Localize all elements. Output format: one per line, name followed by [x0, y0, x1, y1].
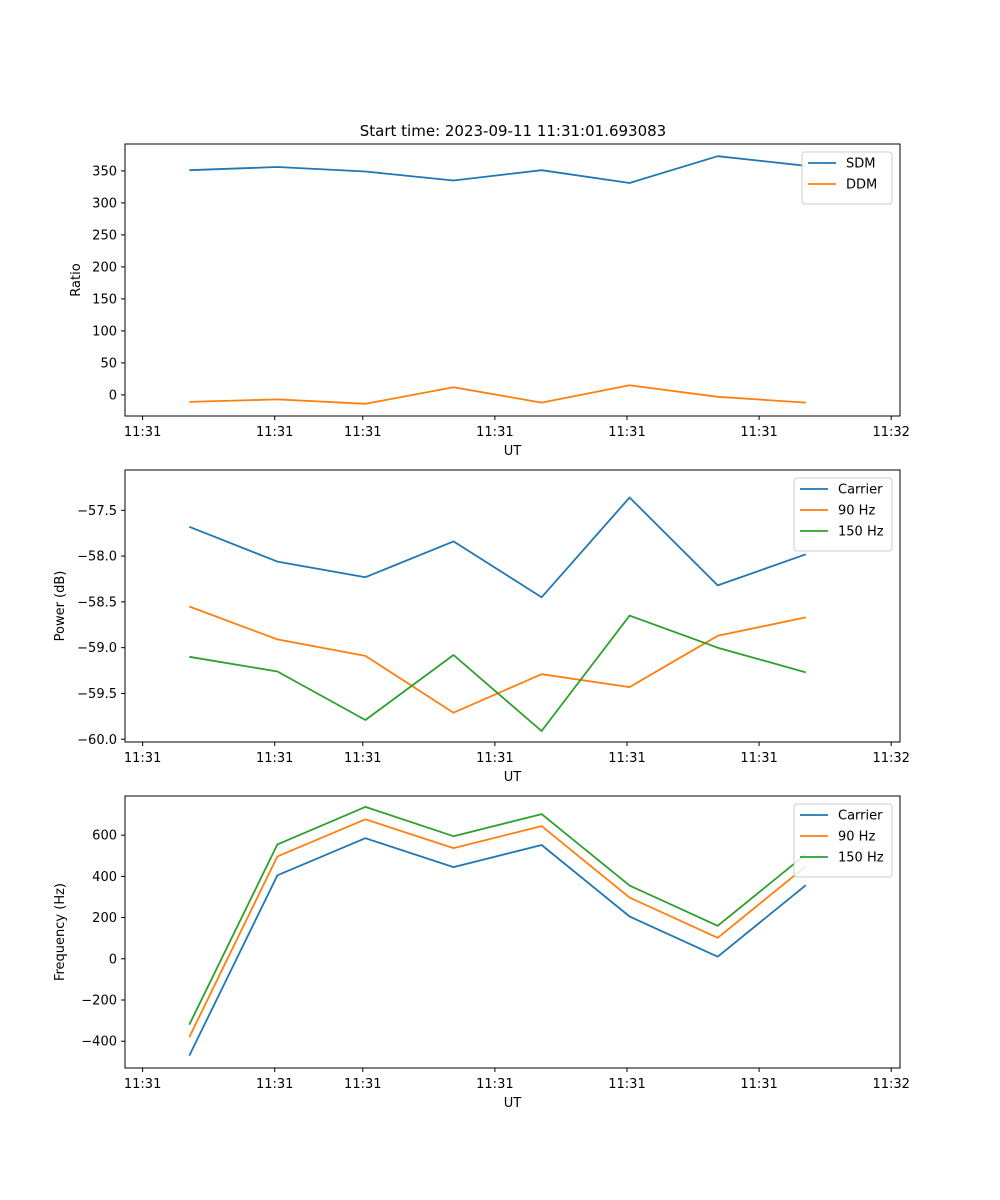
y-tick-label: −58.5 — [77, 595, 117, 610]
legend-box — [793, 477, 893, 552]
series-line-150-hz — [189, 614, 807, 732]
legend-label: Carrier — [838, 809, 883, 824]
axes-frame — [124, 143, 901, 417]
x-tick-label: 11:31 — [256, 1077, 293, 1092]
y-tick-label: 150 — [92, 292, 117, 307]
y-tick-label: −60.0 — [77, 733, 117, 748]
x-tick-label: 11:31 — [124, 425, 161, 440]
x-tick-label: 11:31 — [740, 425, 777, 440]
y-tick-label: 100 — [92, 324, 117, 339]
y-tick-label: 50 — [100, 356, 117, 371]
x-tick-label: 11:31 — [608, 425, 645, 440]
legend-label: 90 Hz — [838, 504, 875, 519]
x-tick-label: 11:31 — [476, 751, 513, 766]
legend-box — [793, 803, 893, 878]
x-tick-label: 11:32 — [872, 751, 909, 766]
y-axis-label: Frequency (Hz) — [53, 883, 68, 981]
series-line-carrier — [188, 837, 807, 1056]
x-axis-label: UT — [504, 444, 522, 459]
axes-frame — [124, 469, 901, 743]
y-tick-label: −58.0 — [77, 550, 117, 565]
y-tick-label: 200 — [92, 911, 117, 926]
x-tick-label: 11:31 — [344, 425, 381, 440]
legend-label: Carrier — [838, 483, 883, 498]
y-tick-label: −59.5 — [77, 687, 117, 702]
y-tick-label: 0 — [109, 952, 117, 967]
y-tick-label: −57.5 — [77, 504, 117, 519]
x-tick-label: 11:31 — [344, 751, 381, 766]
axes-frame — [124, 795, 901, 1069]
x-axis-label: UT — [504, 1096, 522, 1111]
series-line-sdm — [189, 155, 806, 184]
chart-panel-3: 11:31 11:31 11:31 11:31 11:31 11:31 11:32 −400 −… — [53, 795, 910, 1111]
y-tick-label: −200 — [81, 994, 117, 1009]
x-tick-label: 11:31 — [608, 1077, 645, 1092]
legend-label: 150 Hz — [838, 851, 884, 866]
x-tick-label: 11:32 — [872, 425, 909, 440]
chart-panel-1: 11:31 11:31 11:31 11:31 11:31 11:31 11:32 0 50 10… — [69, 143, 910, 459]
series-line-ddm — [189, 384, 806, 405]
chart-panel-2: 11:31 11:31 11:31 11:31 11:31 11:31 11:32 −60.0… — [53, 469, 910, 785]
series-line-90-hz — [188, 818, 807, 1038]
legend: SDM DDM — [801, 151, 893, 205]
x-tick-label: 11:31 — [740, 1077, 777, 1092]
legend-label: DDM — [846, 178, 877, 193]
y-tick-label: 600 — [92, 829, 117, 844]
x-axis-label: UT — [504, 770, 522, 785]
x-tick-label: 11:32 — [872, 1077, 909, 1092]
y-tick-label: 300 — [92, 196, 117, 211]
x-tick-label: 11:31 — [256, 425, 293, 440]
x-tick-label: 11:31 — [344, 1077, 381, 1092]
x-tick-label: 11:31 — [476, 1077, 513, 1092]
series-line-150-hz — [188, 806, 807, 1026]
legend-box — [801, 151, 893, 205]
legend: Carrier 90 Hz 150 Hz — [793, 477, 893, 552]
y-tick-label: 0 — [109, 388, 117, 403]
x-tick-label: 11:31 — [608, 751, 645, 766]
y-tick-label: −59.0 — [77, 641, 117, 656]
legend-label: 90 Hz — [838, 830, 875, 845]
legend: Carrier 90 Hz 150 Hz — [793, 803, 893, 878]
x-tick-label: 11:31 — [124, 751, 161, 766]
figure-title: Start time: 2023-09-11 11:31:01.693083 — [360, 122, 666, 140]
y-axis-label: Ratio — [69, 263, 84, 296]
y-tick-label: 200 — [92, 260, 117, 275]
legend-label: SDM — [846, 157, 875, 172]
y-tick-label: 400 — [92, 870, 117, 885]
legend-label: 150 Hz — [838, 525, 884, 540]
x-tick-label: 11:31 — [740, 751, 777, 766]
y-tick-label: −400 — [81, 1035, 117, 1050]
series-line-carrier — [188, 496, 807, 599]
x-tick-label: 11:31 — [476, 425, 513, 440]
y-tick-label: 250 — [92, 228, 117, 243]
plots: 11:31 11:31 11:31 11:31 11:31 11:31 11:32 0 50 10… — [53, 143, 910, 1111]
y-tick-label: 350 — [92, 164, 117, 179]
y-axis-label: Power (dB) — [53, 571, 68, 642]
x-tick-label: 11:31 — [124, 1077, 161, 1092]
x-tick-label: 11:31 — [256, 751, 293, 766]
